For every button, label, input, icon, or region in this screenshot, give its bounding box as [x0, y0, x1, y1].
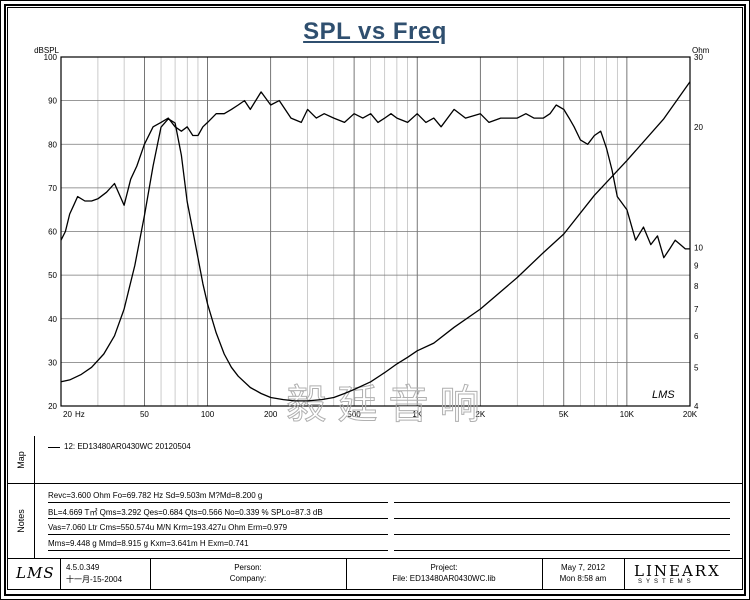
notes-side-label: Notes — [16, 509, 26, 533]
company-label: Company: — [229, 574, 267, 583]
left-tick-label: 90 — [48, 97, 57, 106]
right-tick-label: 4 — [694, 402, 699, 411]
file-label: File: ED13480AR0430WC.lib — [392, 574, 496, 583]
note-rule — [48, 550, 388, 551]
project-cell: Project: File: ED13480AR0430WC.lib — [346, 559, 543, 589]
footer-bar: LMS 4.5.0.349 十一月-15-2004 Person: Compan… — [7, 559, 743, 590]
x-tick-label: 20K — [683, 410, 698, 419]
version-text: 4.5.0.349 — [66, 563, 100, 572]
left-tick-label: 80 — [48, 140, 57, 149]
project-label: Project: — [430, 563, 458, 572]
note-row-1: Revc=3.600 Ohm Fo=69.782 Hz Sd=9.503m M?… — [48, 491, 263, 500]
note-rule — [48, 518, 388, 519]
note-rule — [394, 550, 730, 551]
corner-logo: LMS — [652, 389, 675, 401]
right-tick-label: 7 — [694, 305, 699, 314]
right-tick-label: 20 — [694, 123, 703, 132]
lms-logo-cell: LMS — [8, 559, 61, 589]
watermark-text: 毅 廷 音 响 — [286, 383, 479, 427]
x-tick-label: 10K — [620, 410, 635, 419]
note-rule — [394, 534, 730, 535]
inner-frame — [4, 4, 746, 596]
x-tick-label: 50 — [140, 410, 149, 419]
note-rule — [394, 518, 730, 519]
x-unit-label: Hz — [75, 410, 85, 419]
time-text: Mon 8:58 am — [559, 574, 607, 583]
notes-panel: Notes Revc=3.600 Ohm Fo=69.782 Hz Sd=9.5… — [7, 484, 743, 559]
right-axis-label: Ohm — [692, 46, 710, 55]
left-tick-label: 20 — [48, 402, 57, 411]
note-row-2: BL=4.669 T㎡ Qms=3.292 Qes=0.684 Qts=0.56… — [48, 508, 323, 517]
lms-logo: LMS — [16, 564, 55, 582]
right-tick-label: 8 — [694, 282, 699, 291]
person-label: Person: — [234, 563, 262, 572]
legend-swatch — [48, 447, 60, 448]
brand-cell: LINEARX SYSTEMS — [624, 559, 741, 589]
date-text: May 7, 2012 — [560, 563, 606, 572]
x-tick-label: 100 — [201, 410, 215, 419]
datetime-cell: May 7, 2012 Mon 8:58 am — [542, 559, 625, 589]
x-tick-label: 20 — [63, 410, 72, 419]
map-side-label: Map — [16, 450, 26, 469]
map-panel: Map 12: ED13480AR0430WC 20120504 — [7, 436, 743, 484]
note-rule — [48, 502, 388, 503]
plot-area: 20 30 40 50 60 70 80 90 100 4 5 6 7 8 9 10 20 30 dBSPL Ohm 2… — [7, 7, 743, 437]
spl-curve — [60, 91, 690, 259]
note-rule — [48, 534, 388, 535]
left-tick-label: 70 — [48, 184, 57, 193]
version-date: 十一月-15-2004 — [66, 575, 123, 584]
person-cell: Person: Company: — [150, 559, 347, 589]
right-tick-label: 6 — [694, 332, 699, 341]
left-tick-label: 60 — [48, 228, 57, 237]
linearx-sub: SYSTEMS — [638, 579, 695, 585]
x-tick-label: 500 — [347, 410, 361, 419]
left-tick-label: 40 — [48, 315, 57, 324]
x-tick-label: 200 — [264, 410, 278, 419]
right-tick-label: 30 — [694, 53, 703, 62]
left-axis-label: dBSPL — [34, 46, 59, 55]
version-cell: 4.5.0.349 十一月-15-2004 — [60, 559, 151, 589]
left-tick-label: 50 — [48, 271, 57, 280]
right-tick-label: 9 — [694, 262, 699, 271]
left-tick-label: 30 — [48, 358, 57, 367]
note-row-4: Mms=9.448 g Mmd=8.915 g Kxm=3.641m H Exm… — [48, 539, 249, 548]
impedance-curve — [60, 81, 691, 402]
legend-entry: 12: ED13480AR0430WC 20120504 — [64, 442, 191, 451]
x-tick-label: 2K — [475, 410, 485, 419]
right-tick-label: 10 — [694, 243, 703, 252]
x-tick-label: 5K — [559, 410, 569, 419]
right-tick-label: 5 — [694, 363, 699, 372]
x-tick-label: 1K — [412, 410, 422, 419]
chart-title: SPL vs Freq — [303, 18, 447, 45]
linearx-logo: LINEARX — [634, 562, 721, 580]
map-side-tab[interactable]: Map — [8, 436, 35, 483]
left-tick-label: 100 — [44, 53, 58, 62]
plot-border — [60, 56, 691, 407]
spl-chart: 20 30 40 50 60 70 80 90 100 4 5 6 7 8 9 10 20 30 dBSPL Ohm 2… — [34, 46, 710, 428]
notes-side-tab[interactable]: Notes — [8, 484, 35, 558]
note-rule — [394, 502, 730, 503]
note-row-3: Vas=7.060 Ltr Cms=550.574u M/N Krm=193.4… — [48, 523, 288, 532]
